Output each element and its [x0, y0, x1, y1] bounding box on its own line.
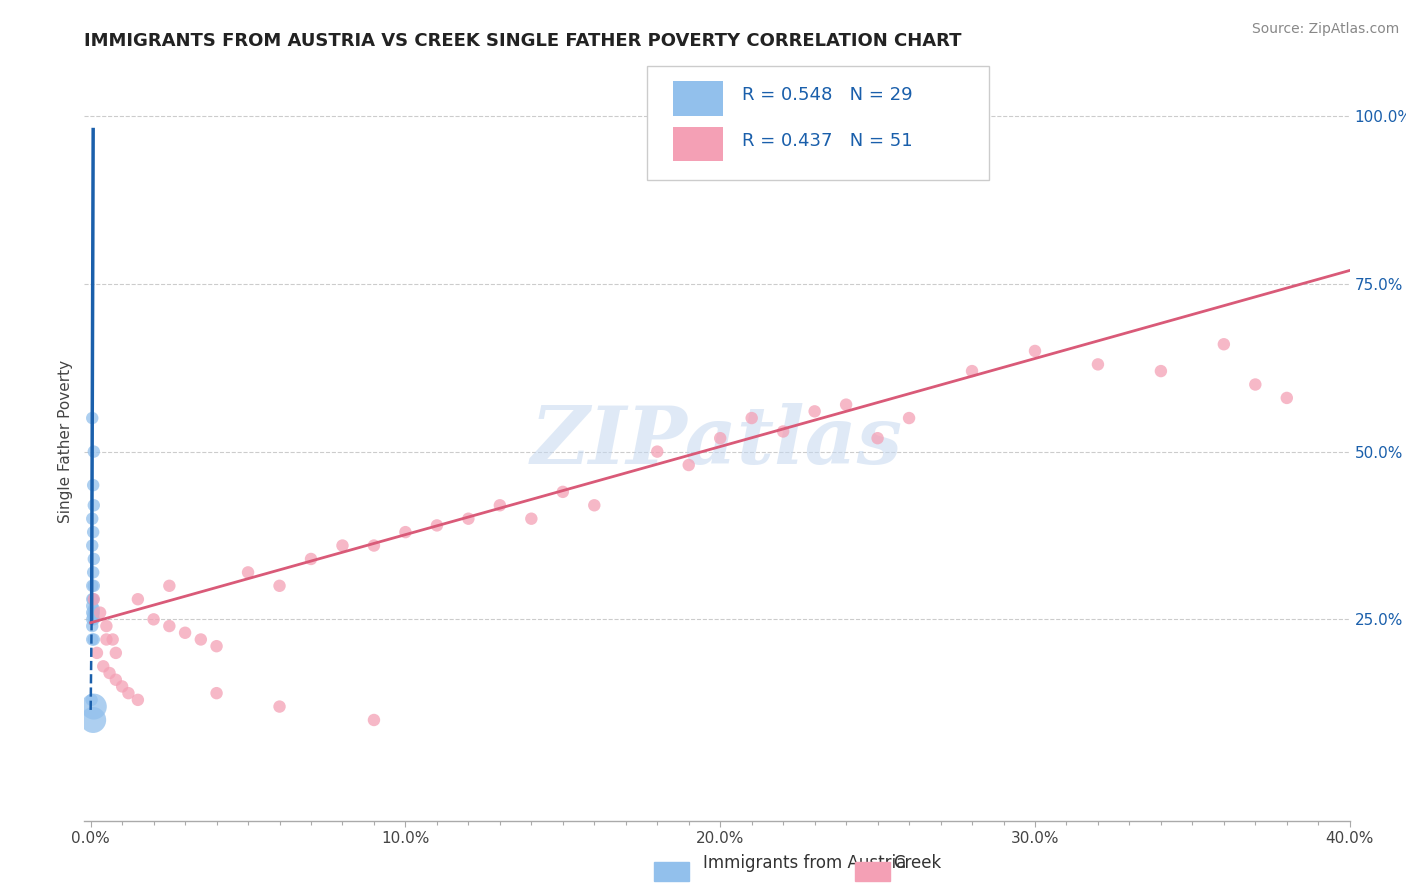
Point [82, 592, 104, 607]
Point [678, 458, 700, 472]
Point [82, 411, 104, 425]
Point [1275, 391, 1298, 405]
Point [82, 713, 104, 727]
Point [83, 699, 105, 714]
Point [117, 686, 139, 700]
Point [898, 411, 921, 425]
Point [1087, 357, 1109, 371]
Point [772, 425, 794, 439]
Point [101, 632, 124, 647]
Point [157, 579, 180, 593]
Point [82, 632, 104, 647]
Y-axis label: Single Father Poverty: Single Father Poverty [58, 360, 73, 523]
Point [83, 612, 105, 626]
Point [457, 512, 479, 526]
Point [83, 592, 105, 607]
Point [86, 646, 108, 660]
Text: R = 0.437   N = 51: R = 0.437 N = 51 [742, 131, 912, 150]
Point [82, 539, 104, 553]
Point [82, 599, 104, 613]
Point [82, 592, 104, 607]
Point [83, 498, 105, 512]
Point [83, 602, 105, 616]
Point [80, 693, 103, 707]
Point [299, 552, 322, 566]
Point [551, 484, 574, 499]
Point [236, 566, 259, 580]
FancyBboxPatch shape [648, 66, 990, 180]
Point [142, 612, 165, 626]
Point [96, 632, 118, 647]
Point [82, 619, 104, 633]
Point [363, 539, 385, 553]
Point [83, 552, 105, 566]
Text: ZIPatlas: ZIPatlas [531, 403, 903, 480]
Point [332, 539, 354, 553]
Point [157, 619, 180, 633]
Point [82, 606, 104, 620]
FancyBboxPatch shape [673, 81, 724, 116]
Point [91, 659, 114, 673]
Point [1150, 364, 1173, 378]
Point [866, 431, 889, 445]
FancyBboxPatch shape [673, 127, 724, 161]
Point [83, 579, 105, 593]
Point [741, 411, 763, 425]
Point [83, 606, 105, 620]
Text: Source: ZipAtlas.com: Source: ZipAtlas.com [1251, 22, 1399, 37]
Point [127, 693, 149, 707]
Point [645, 444, 668, 458]
Point [520, 512, 543, 526]
Point [82, 525, 104, 540]
Point [960, 364, 983, 378]
Text: Immigrants from Austria: Immigrants from Austria [703, 855, 907, 872]
Point [269, 699, 291, 714]
Point [1244, 377, 1267, 392]
Point [489, 498, 512, 512]
Point [96, 619, 118, 633]
Point [104, 646, 127, 660]
Point [205, 639, 228, 653]
Point [835, 398, 858, 412]
Point [1212, 337, 1234, 351]
Point [83, 632, 105, 647]
Text: IMMIGRANTS FROM AUSTRIA VS CREEK SINGLE FATHER POVERTY CORRELATION CHART: IMMIGRANTS FROM AUSTRIA VS CREEK SINGLE … [84, 32, 962, 50]
Point [190, 632, 212, 647]
Point [82, 478, 104, 492]
Text: Creek: Creek [893, 855, 941, 872]
Point [426, 518, 449, 533]
Point [82, 612, 104, 626]
Point [127, 592, 149, 607]
Text: R = 0.548   N = 29: R = 0.548 N = 29 [742, 86, 912, 104]
Point [583, 498, 606, 512]
Point [174, 625, 197, 640]
Point [205, 686, 228, 700]
Point [83, 444, 105, 458]
Point [269, 579, 291, 593]
Point [89, 606, 111, 620]
Point [363, 713, 385, 727]
Point [98, 666, 121, 681]
Point [394, 525, 416, 540]
Point [104, 673, 127, 687]
Point [1024, 343, 1046, 358]
Point [82, 609, 104, 624]
Point [111, 680, 134, 694]
Point [709, 431, 731, 445]
Point [82, 579, 104, 593]
Point [82, 512, 104, 526]
Point [82, 566, 104, 580]
Point [803, 404, 825, 418]
